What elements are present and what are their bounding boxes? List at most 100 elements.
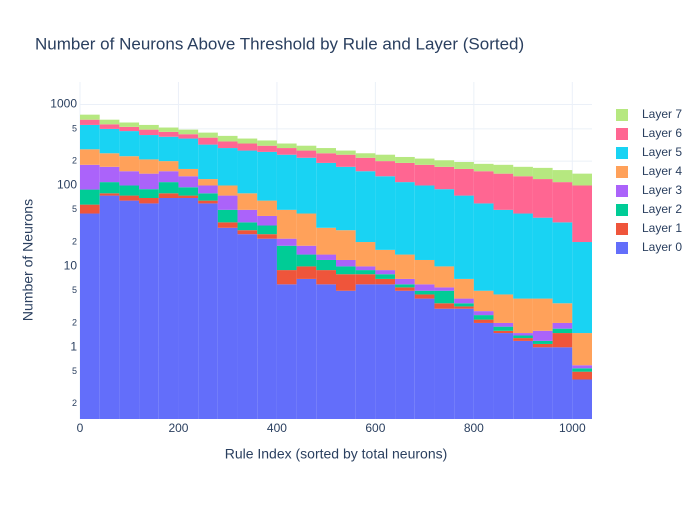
- bar-segment: [80, 164, 100, 190]
- bar-segment: [178, 176, 199, 188]
- bar-segment: [434, 287, 455, 291]
- bar-segment: [473, 322, 494, 419]
- bar-segment: [513, 335, 533, 339]
- bar-segment: [237, 138, 258, 144]
- bar-segment: [139, 189, 159, 199]
- bar-segment: [158, 131, 179, 137]
- bar-segment: [395, 287, 415, 291]
- bar-segment: [355, 153, 376, 158]
- bar-segment: [552, 182, 573, 223]
- bar-segment: [395, 290, 415, 419]
- bar-segment: [198, 179, 218, 186]
- bar-segment: [572, 173, 592, 186]
- bar-segment: [473, 311, 494, 316]
- bar-segment: [99, 193, 120, 196]
- bar-segment: [454, 195, 474, 279]
- bar-segment: [336, 290, 356, 419]
- bar-segment: [139, 173, 159, 190]
- bar-segment: [513, 333, 533, 336]
- bar-segment: [296, 157, 317, 214]
- bar-segment: [375, 249, 396, 271]
- bar-segment: [513, 213, 533, 299]
- legend-label: Layer 5: [642, 145, 682, 159]
- bar-segment: [119, 185, 140, 196]
- bar-segment: [237, 230, 258, 235]
- legend-swatch: [616, 128, 628, 140]
- bar-segment: [158, 193, 179, 199]
- bar-segment: [237, 222, 258, 231]
- bar-segment: [198, 203, 218, 419]
- bar-segment: [217, 185, 238, 196]
- bar-segment: [395, 156, 415, 163]
- bar-segment: [257, 151, 277, 201]
- bar-segment: [80, 213, 100, 419]
- bar-segment: [493, 333, 514, 419]
- bar-segment: [257, 225, 277, 235]
- bar-segment: [99, 166, 120, 183]
- bar-segment: [139, 135, 159, 160]
- bar-segment: [454, 168, 474, 196]
- bar-segment: [513, 298, 533, 334]
- bar-segment: [178, 134, 199, 139]
- bar-segment: [198, 144, 218, 180]
- bar-segment: [178, 187, 199, 196]
- bar-segment: [296, 150, 317, 158]
- bar-segment: [119, 131, 140, 157]
- bar-segment: [257, 140, 277, 146]
- legend-swatch: [616, 223, 628, 235]
- bar-segment: [316, 153, 336, 163]
- bar-segment: [473, 319, 494, 323]
- bar-segment: [572, 185, 592, 243]
- bar-segment: [454, 308, 474, 419]
- bar-segment: [532, 343, 553, 348]
- bar-segment: [296, 213, 317, 246]
- bar-segment: [414, 294, 435, 299]
- x-tick-label: 200: [168, 421, 188, 435]
- bar-segment: [80, 189, 100, 205]
- bar-segment: [552, 322, 573, 329]
- bar-segment: [276, 245, 297, 271]
- bar-segment: [99, 119, 120, 125]
- bar-segment: [414, 298, 435, 419]
- bar-segment: [395, 278, 415, 285]
- bar-segment: [80, 119, 100, 125]
- bar-segment: [355, 274, 376, 285]
- legend-label: Layer 3: [642, 183, 682, 197]
- bar-segment: [198, 132, 218, 138]
- bar-segment: [217, 135, 238, 142]
- bar-segment: [375, 278, 396, 285]
- bar-segment: [158, 136, 179, 162]
- bar-segment: [296, 145, 317, 151]
- legend-swatch: [616, 242, 628, 254]
- y-tick-label: 5: [72, 285, 77, 295]
- bar-segment: [493, 294, 514, 323]
- bar-segment: [493, 330, 514, 334]
- x-axis-title: Rule Index (sorted by total neurons): [225, 446, 448, 462]
- bar-segment: [572, 368, 592, 372]
- bar-segment: [276, 209, 297, 239]
- bar-segment: [178, 198, 199, 419]
- bar-segment: [552, 170, 573, 183]
- bar-segment: [119, 200, 140, 419]
- bar-segment: [316, 162, 336, 228]
- bar-segment: [414, 259, 435, 285]
- bar-segment: [257, 234, 277, 239]
- bar-segment: [336, 154, 356, 167]
- bar-segment: [493, 164, 514, 174]
- bar-segment: [217, 227, 238, 419]
- bar-segment: [217, 209, 238, 223]
- bar-segment: [198, 185, 218, 194]
- bar-segment: [454, 162, 474, 169]
- y-tick-label: 2: [72, 398, 77, 408]
- bar-segment: [552, 347, 573, 419]
- bar-segment: [336, 166, 356, 231]
- bar-segment: [395, 284, 415, 288]
- bar-segment: [355, 284, 376, 419]
- y-tick-label: 100: [57, 178, 77, 192]
- legend-label: Layer 6: [642, 126, 682, 140]
- y-tick-label: 5: [72, 366, 77, 376]
- legend-swatch: [616, 147, 628, 159]
- bar-segment: [493, 209, 514, 295]
- bar-segment: [139, 129, 159, 136]
- legend-label: Layer 4: [642, 164, 682, 178]
